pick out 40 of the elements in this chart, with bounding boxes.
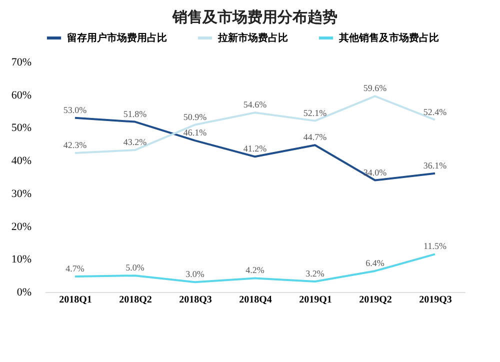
data-label: 59.6% <box>363 83 388 94</box>
x-tick-label: 2018Q4 <box>239 294 272 306</box>
x-tick-label: 2018Q3 <box>179 294 212 306</box>
y-tick-label: 50% <box>11 122 32 134</box>
data-label: 36.1% <box>423 160 448 170</box>
data-label: 44.7% <box>303 132 328 142</box>
data-label: 42.3% <box>63 140 88 150</box>
x-tick-label: 2019Q1 <box>299 294 332 306</box>
data-label: 52.1% <box>303 108 328 118</box>
legend-label: 拉新市场费占比 <box>217 32 288 44</box>
x-tick-label: 2019Q2 <box>359 294 392 306</box>
data-label: 5.0% <box>126 262 145 273</box>
data-label: 51.8% <box>123 108 148 119</box>
legend-label: 留存用户市场费用占比 <box>67 32 167 44</box>
data-label: 11.5% <box>424 241 447 252</box>
data-label: 41.2% <box>243 144 268 154</box>
data-label: 43.2% <box>123 137 148 148</box>
data-label: 3.0% <box>186 269 205 280</box>
y-tick-label: 40% <box>11 155 32 168</box>
data-label: 54.6% <box>243 100 268 110</box>
data-label: 50.9% <box>183 112 208 122</box>
data-label: 4.2% <box>246 265 265 276</box>
chart-title: 销售及市场费用分布趋势 <box>172 8 338 26</box>
data-label: 4.7% <box>66 264 85 274</box>
y-tick-label: 30% <box>11 188 32 200</box>
data-label: 6.4% <box>366 258 385 268</box>
x-tick-label: 2018Q2 <box>119 294 152 306</box>
data-label: 34.0% <box>363 167 388 178</box>
data-label: 52.4% <box>423 106 448 117</box>
legend-label: 其他销售及市场费占比 <box>338 32 439 44</box>
x-tick-label: 2018Q1 <box>59 294 92 306</box>
data-label: 3.2% <box>306 268 325 278</box>
data-label: 46.1% <box>183 128 208 138</box>
y-tick-label: 0% <box>16 286 32 298</box>
y-tick-label: 60% <box>11 89 32 102</box>
x-tick-label: 2019Q3 <box>419 294 452 306</box>
y-tick-label: 10% <box>11 254 32 266</box>
y-tick-label: 70% <box>11 56 32 68</box>
y-tick-label: 20% <box>11 220 32 233</box>
data-label: 53.0% <box>63 104 88 115</box>
